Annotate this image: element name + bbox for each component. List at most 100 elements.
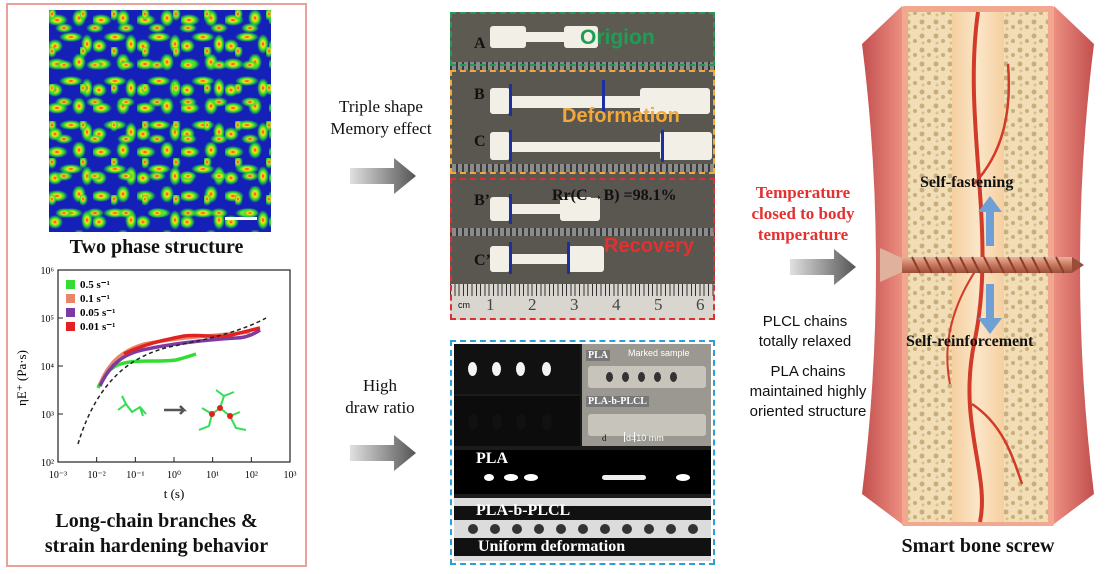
- self-reinforcement-label: Self-reinforcement: [906, 333, 1034, 350]
- deformation-label: Deformation: [562, 105, 680, 127]
- mark-dot: [516, 414, 526, 430]
- pla-tag: PLA: [586, 350, 610, 361]
- ruler-b2: [450, 228, 715, 236]
- mark-dot: [534, 524, 544, 534]
- mark-dot: [670, 372, 677, 382]
- mark-dot: [622, 372, 629, 382]
- ruler-unit: cm: [458, 300, 470, 310]
- legend-label: 0.05 s⁻¹: [80, 307, 115, 319]
- mark-dot: [490, 524, 500, 534]
- sample-c2-neck: [510, 254, 570, 264]
- origion-box: [450, 12, 715, 66]
- mark-c2-left: [509, 242, 512, 274]
- origion-label: Origion: [580, 26, 655, 49]
- x-tick-label: 10⁻¹: [126, 470, 144, 481]
- y-tick-label: 10⁵: [41, 314, 55, 325]
- mark-c2-right: [567, 242, 570, 274]
- mark-c-right: [661, 130, 664, 162]
- mark-b-left: [509, 84, 512, 116]
- x-tick-label: 10⁻²: [88, 470, 106, 481]
- mark-dot: [688, 524, 698, 534]
- bottom-arrow: [350, 435, 416, 471]
- sample-b2-grip-left: [490, 197, 510, 221]
- mark-dot: [578, 524, 588, 534]
- legend-label: 0.5 s⁻¹: [80, 279, 110, 291]
- panel-b-title-line2: strain hardening behavior: [44, 535, 269, 557]
- sample-c2-grip-left: [490, 246, 510, 272]
- deformation-box: [450, 70, 715, 174]
- sample-c-grip-right: [660, 132, 712, 160]
- mark-dot: [556, 524, 566, 534]
- mark-dot: [638, 372, 645, 382]
- temperature-line1: Temperature: [755, 183, 851, 202]
- plabplcl-strip-label: PLA-b-PLCL: [476, 502, 571, 519]
- plcl-note: PLCL chains totally relaxed: [730, 312, 880, 352]
- plot-x-label: t (s): [164, 486, 185, 501]
- plabplcl-strip: [454, 498, 711, 561]
- high-draw-ratio-label: High draw ratio: [330, 375, 430, 419]
- marked-sample-photo: [582, 344, 711, 446]
- x-tick-label: 10¹: [206, 470, 219, 481]
- label-b: B: [474, 86, 485, 103]
- ruler-a: [450, 62, 715, 70]
- legend-swatch: [66, 280, 75, 289]
- mark-dot: [542, 362, 551, 376]
- label-b-prime: B’: [474, 192, 490, 209]
- top-arrow: [350, 158, 416, 194]
- mark-dot: [468, 524, 478, 534]
- plcl-line1: PLCL chains: [762, 313, 848, 330]
- sample-a-grip-left: [490, 26, 526, 48]
- self-fastening-label: Self-fastening: [920, 174, 1014, 191]
- mark-dot: [492, 414, 502, 430]
- recovery-label: Recovery: [604, 235, 695, 257]
- triple-shape-line2: Memory effect: [330, 119, 432, 138]
- panel-b-title-line1: Long-chain branches &: [55, 510, 258, 532]
- legend-swatch: [66, 294, 75, 303]
- mark-c-left: [509, 130, 512, 162]
- mark-dot: [644, 524, 654, 534]
- d-value: d=10 mm: [626, 433, 664, 443]
- plabplcl-tag: PLA-b-PLCL: [586, 396, 649, 407]
- plot-y-label: ηE⁺ (Pa·s): [14, 350, 29, 406]
- right-arrow: [790, 249, 856, 285]
- series-curve: [98, 328, 261, 387]
- label-c-prime: C’: [474, 252, 491, 269]
- legend-swatch: [66, 322, 75, 331]
- mark-dot: [622, 524, 632, 534]
- recovery-ratio: Rr(C→B) =98.1%: [552, 187, 677, 204]
- x-tick-label: 10³: [284, 470, 297, 481]
- mark-b-right: [602, 80, 605, 114]
- ruler-number: 1: [486, 295, 495, 314]
- mark-dot: [512, 524, 522, 534]
- draw-ratio-box: [450, 340, 715, 565]
- triple-shape-line1: Triple shape: [339, 97, 423, 116]
- reference-curve: [77, 317, 267, 445]
- sample-a-grip-right: [564, 26, 598, 48]
- pla-strip-label: PLA: [476, 450, 508, 467]
- pla-line3: oriented structure: [749, 403, 867, 420]
- branch-molecule-illustration: [117, 389, 247, 431]
- ruler-number: 3: [570, 295, 579, 314]
- ruler-large: cm 1 2 3 4 5 6: [450, 284, 715, 320]
- extensional-viscosity-plot: 10⁶ 10⁵ 10⁴ 10³ 10² 10⁻³ 10⁻² 10⁻¹ 10⁰ 10¹ 10² 10³…: [14, 266, 297, 501]
- mark-dot: [606, 372, 613, 382]
- draw-ratio-photo: PLA Marked sample PLA-b-PLCL d d=10 mm P…: [454, 344, 711, 561]
- y-tick-label: 10³: [41, 410, 54, 421]
- bone-screw-illustration: [862, 6, 1094, 526]
- high-draw-line1: High: [363, 376, 397, 395]
- mark-dot: [516, 362, 525, 376]
- sample-c-neck: [510, 142, 670, 152]
- two-phase-structure-title: Two phase structure: [69, 236, 244, 258]
- mark-dot: [600, 524, 610, 534]
- triple-shape-label: Triple shape Memory effect: [318, 96, 444, 140]
- ruler-c: [450, 164, 715, 172]
- y-tick-label: 10⁴: [41, 362, 55, 373]
- plot-curves: [77, 317, 267, 445]
- x-tick-label: 10⁰: [167, 470, 181, 481]
- temperature-line3: temperature: [757, 225, 849, 244]
- shape-memory-photo: cm 1 2 3 4 5 6: [450, 12, 715, 320]
- ruler-number: 2: [528, 295, 537, 314]
- mark-dot: [468, 362, 477, 376]
- two-phase-structure-image: [49, 10, 271, 232]
- plcl-line2: totally relaxed: [758, 333, 852, 350]
